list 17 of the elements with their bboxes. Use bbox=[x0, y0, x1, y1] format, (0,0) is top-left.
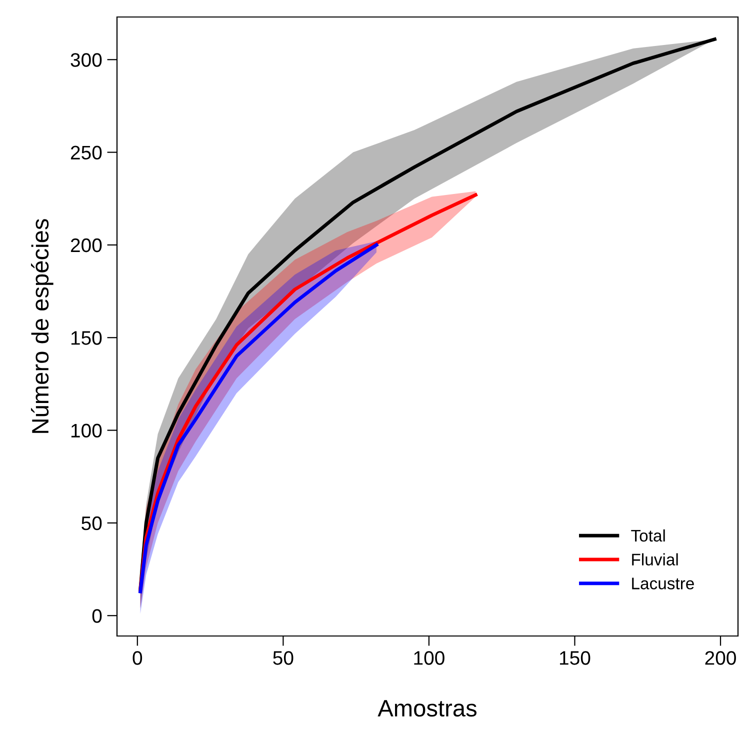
x-tick-label: 100 bbox=[414, 651, 444, 665]
x-tick-label: 0 bbox=[132, 651, 142, 665]
y-tick-label: 200 bbox=[70, 238, 102, 252]
y-tick-label: 300 bbox=[70, 53, 102, 67]
x-axis-title: Amostras bbox=[378, 700, 477, 717]
y-tick-label: 250 bbox=[70, 146, 102, 160]
legend-label: Total bbox=[631, 529, 665, 542]
legend-label: Lacustre bbox=[632, 578, 694, 590]
legend-label: Fluvial bbox=[632, 553, 678, 566]
x-tick-label: 200 bbox=[705, 651, 736, 665]
x-tick-label: 150 bbox=[560, 651, 590, 665]
y-tick-label: 0 bbox=[92, 609, 102, 623]
y-tick-label: 50 bbox=[82, 516, 102, 530]
y-tick-label: 150 bbox=[71, 331, 102, 345]
x-tick-label: 50 bbox=[273, 651, 294, 665]
y-axis-title: Número de espécies bbox=[31, 219, 54, 433]
y-tick-label: 100 bbox=[71, 424, 102, 438]
